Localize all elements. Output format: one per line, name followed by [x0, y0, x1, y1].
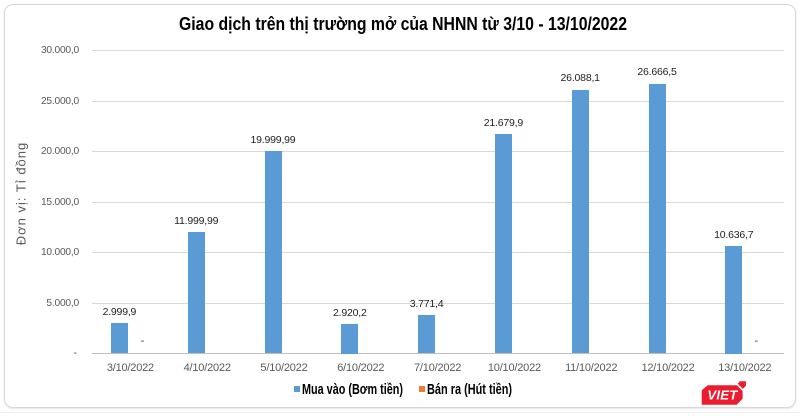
svg-text:VIET: VIET [707, 387, 738, 402]
